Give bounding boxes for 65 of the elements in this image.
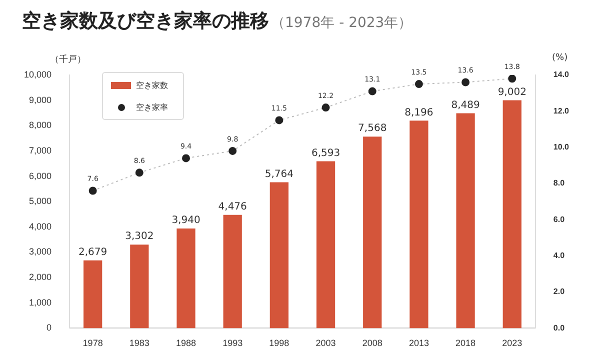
data-label: 7,568 — [358, 123, 387, 134]
x-tick-label: 2018 — [456, 338, 476, 348]
x-tick-label: 2013 — [408, 338, 429, 348]
bar — [130, 244, 149, 328]
bar — [316, 161, 336, 328]
x-tick-label: 1993 — [222, 338, 243, 348]
x-tick-label: 1978 — [82, 338, 103, 348]
data-label: 2,679 — [78, 246, 108, 258]
data-label: 4,476 — [218, 201, 247, 212]
bar — [363, 136, 382, 328]
chart-title: 空き家数及び空き家率の推移 — [22, 10, 269, 32]
y-tick-label: 6,000 — [28, 170, 52, 181]
bar — [502, 100, 522, 328]
y2-tick-label: 10.0 — [553, 142, 570, 152]
y2-tick-label: 6.0 — [553, 214, 566, 224]
x-tick-label: 1983 — [129, 338, 150, 348]
x-tick-label: 2008 — [362, 338, 382, 348]
x-tick-label: 2023 — [502, 338, 522, 348]
y2-tick-label: 2.0 — [553, 287, 566, 296]
point — [322, 104, 330, 112]
y2-axis-title: (%) — [552, 53, 568, 63]
bar — [410, 120, 428, 328]
data-label: 8,196 — [404, 107, 434, 118]
y-tick-label: 7,000 — [28, 145, 52, 156]
point — [508, 75, 516, 83]
point — [88, 186, 97, 195]
x-tick-label: 2003 — [316, 338, 336, 348]
y2-tick-label: 0.0 — [553, 323, 566, 332]
y-tick-label: 2,000 — [28, 272, 52, 282]
bar — [456, 113, 475, 328]
point — [275, 116, 284, 124]
point — [182, 154, 190, 162]
data-label: 3,302 — [125, 231, 154, 242]
y-axis-title: （千戸） — [50, 54, 86, 66]
data-label: 6,593 — [311, 148, 340, 159]
point — [368, 87, 376, 96]
y-tick-label: 3,000 — [28, 246, 52, 257]
y-tick-label: 9,000 — [28, 94, 52, 105]
legend-label: 空き家率 — [136, 102, 168, 112]
x-tick-label: 1988 — [176, 338, 196, 348]
x-tick-label: 1998 — [269, 338, 290, 348]
chart-subtitle: （1978年 - 2023年） — [271, 15, 412, 31]
data-label: 8,489 — [451, 100, 480, 111]
y2-tick-label: 12.0 — [553, 106, 570, 116]
bar — [176, 228, 196, 328]
y-tick-label: 1,000 — [28, 297, 52, 308]
y2-tick-label: 4.0 — [553, 251, 566, 260]
point — [414, 80, 423, 88]
point — [135, 168, 144, 177]
bar — [270, 182, 288, 328]
data-label: 5,764 — [264, 168, 294, 180]
legend-label: 空き家数 — [136, 80, 168, 90]
y-tick-label: 8,000 — [28, 120, 52, 130]
data-label: 3,940 — [172, 215, 200, 226]
bar — [84, 260, 102, 328]
data-label: 9,002 — [498, 86, 526, 98]
y-tick-label: 5,000 — [28, 196, 52, 206]
y-tick-label: 10,000 — [24, 69, 52, 80]
point — [462, 78, 470, 86]
bar — [223, 214, 242, 328]
y-tick-label: 4,000 — [28, 221, 52, 232]
y2-tick-label: 14.0 — [553, 70, 570, 80]
y2-tick-label: 8.0 — [553, 178, 566, 188]
y-tick-label: 0 — [46, 322, 52, 333]
point — [228, 146, 237, 155]
